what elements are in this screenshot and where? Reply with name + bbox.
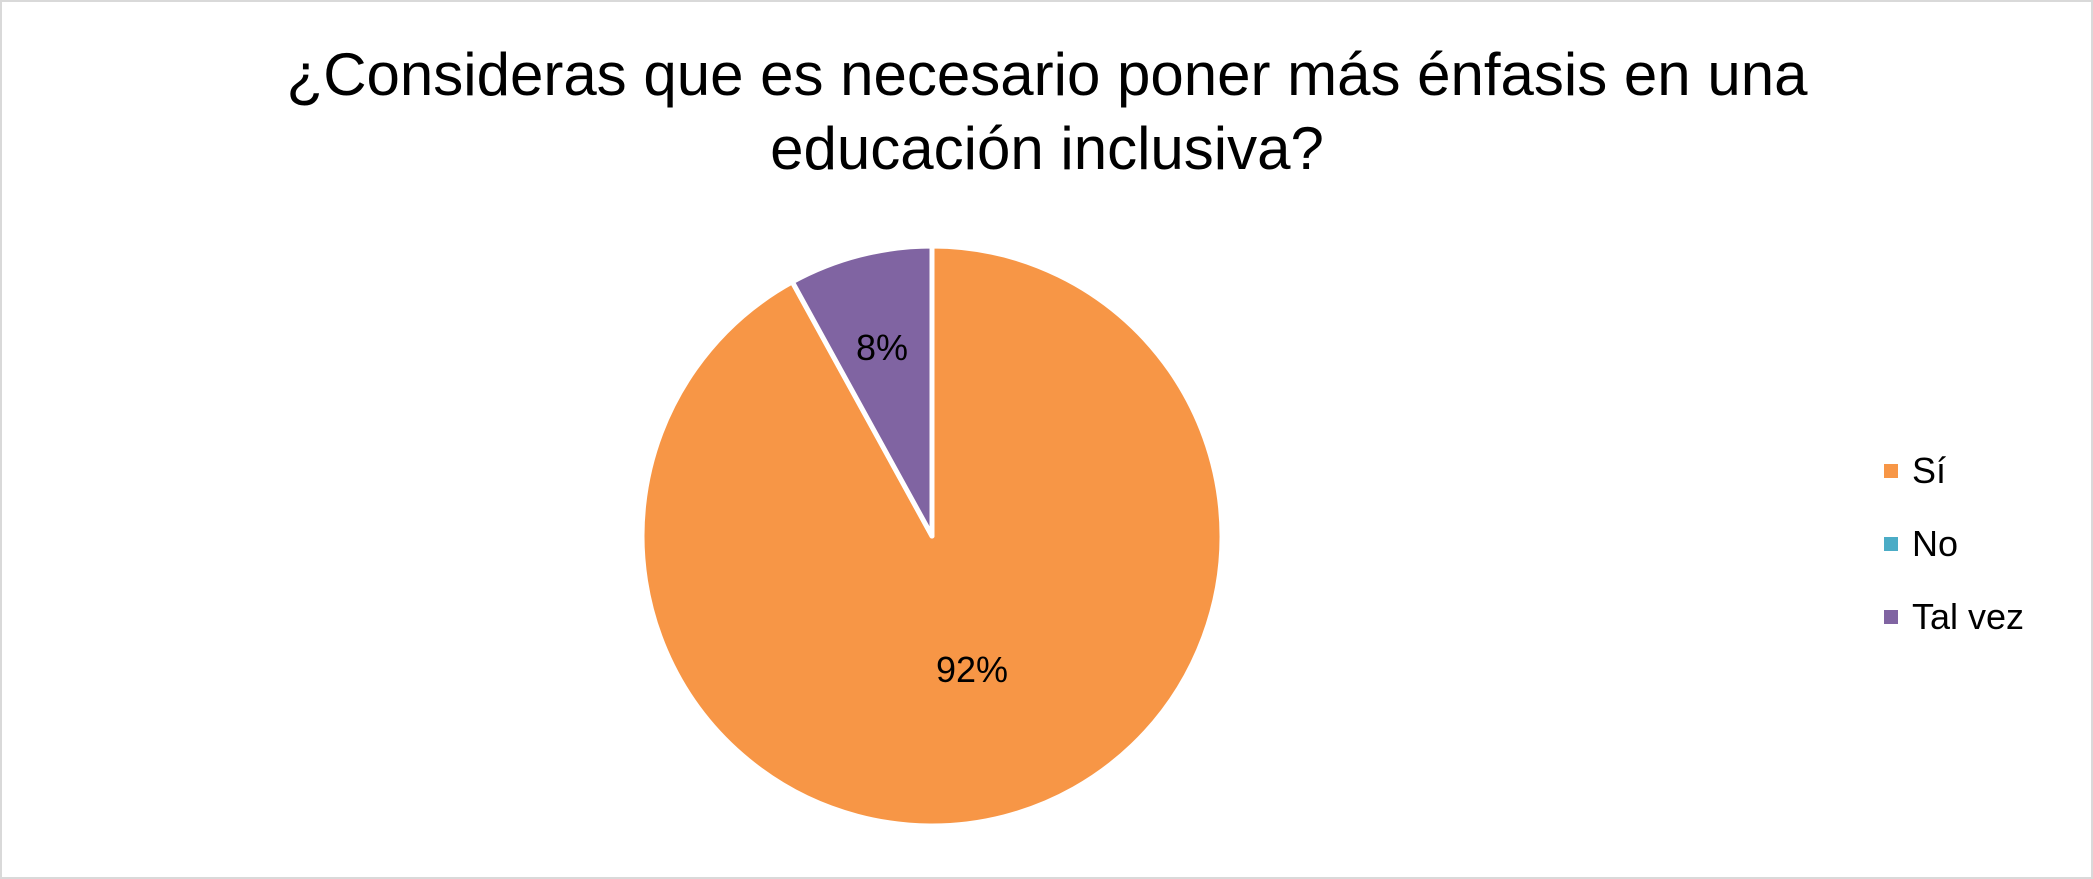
legend-item-si: Sí xyxy=(1884,434,2024,507)
legend-label-si: Sí xyxy=(1912,449,1947,491)
data-label-si: 92% xyxy=(936,649,1008,690)
legend-swatch-tal-vez xyxy=(1884,609,1898,624)
pie-data-labels: 92% 8% xyxy=(856,327,1008,690)
legend-label-tal-vez: Tal vez xyxy=(1912,595,2025,637)
data-label-tal-vez: 8% xyxy=(856,327,908,368)
legend-item-tal-vez: Tal vez xyxy=(1884,580,2024,653)
legend-label-no: No xyxy=(1912,522,1959,564)
pie-slice-tal-vez xyxy=(789,243,935,539)
legend-swatch-si xyxy=(1884,463,1898,478)
legend: Sí No Tal vez xyxy=(1884,434,2024,653)
pie-slices xyxy=(639,243,1225,829)
legend-swatch-no xyxy=(1884,536,1898,551)
chart-title: ¿Consideras que es necesario poner más é… xyxy=(286,41,1808,182)
legend-item-no: No xyxy=(1884,507,2024,580)
